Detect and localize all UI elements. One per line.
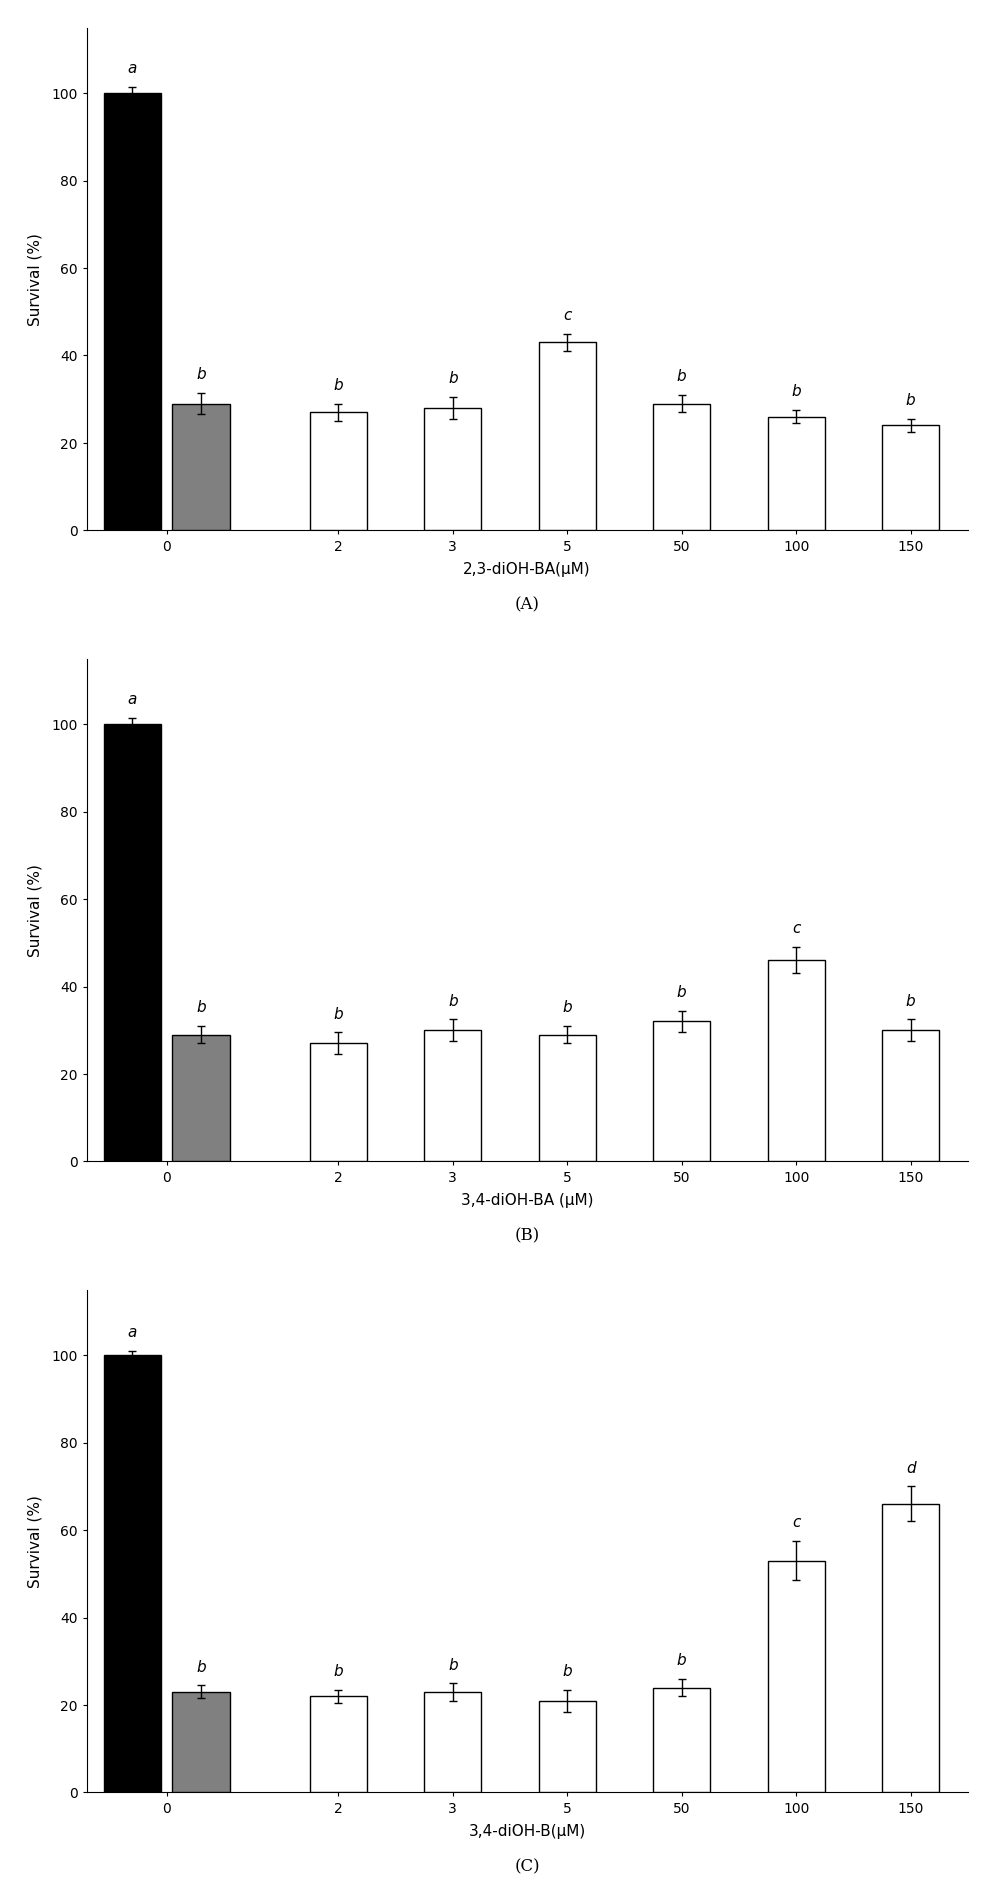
Bar <box>882 1030 938 1162</box>
Bar <box>172 1035 230 1162</box>
Y-axis label: Survival (%): Survival (%) <box>28 1495 43 1588</box>
Bar <box>767 416 824 530</box>
Bar <box>653 1687 709 1793</box>
Bar <box>309 1043 367 1162</box>
Bar <box>882 1503 938 1793</box>
Bar <box>424 409 482 530</box>
Text: b: b <box>196 367 206 382</box>
Text: b: b <box>905 394 914 409</box>
Bar <box>424 1692 482 1793</box>
Text: b: b <box>448 1656 458 1672</box>
Text: b: b <box>562 1664 572 1679</box>
Text: b: b <box>196 1000 206 1015</box>
Text: b: b <box>333 379 343 392</box>
Text: b: b <box>677 369 687 384</box>
Bar <box>767 960 824 1162</box>
Text: c: c <box>791 922 800 937</box>
Text: d: d <box>905 1461 914 1475</box>
Text: b: b <box>333 1664 343 1679</box>
Bar <box>172 403 230 530</box>
Text: b: b <box>448 994 458 1009</box>
Bar <box>538 343 595 530</box>
Text: b: b <box>791 384 800 399</box>
Text: b: b <box>196 1660 206 1675</box>
X-axis label: 3,4-diOH-BA (μM): 3,4-diOH-BA (μM) <box>461 1193 593 1208</box>
Bar <box>653 403 709 530</box>
Text: b: b <box>562 1000 572 1015</box>
X-axis label: 2,3-diOH-BA(μM): 2,3-diOH-BA(μM) <box>463 562 591 577</box>
Text: b: b <box>677 1653 687 1668</box>
Text: (C): (C) <box>514 1857 539 1874</box>
Text: a: a <box>127 691 137 706</box>
Text: c: c <box>563 309 571 324</box>
Text: b: b <box>905 994 914 1009</box>
Text: c: c <box>791 1514 800 1530</box>
Text: a: a <box>127 61 137 76</box>
Text: (B): (B) <box>514 1227 539 1244</box>
Text: b: b <box>448 371 458 386</box>
Bar <box>309 1696 367 1793</box>
Bar <box>538 1700 595 1793</box>
Bar <box>172 1692 230 1793</box>
X-axis label: 3,4-diOH-B(μM): 3,4-diOH-B(μM) <box>469 1823 585 1838</box>
Text: b: b <box>333 1007 343 1022</box>
Y-axis label: Survival (%): Survival (%) <box>28 233 43 326</box>
Y-axis label: Survival (%): Survival (%) <box>28 863 43 956</box>
Bar <box>309 413 367 530</box>
Text: a: a <box>127 1325 137 1340</box>
Bar <box>103 1355 161 1793</box>
Text: (A): (A) <box>514 596 539 613</box>
Bar <box>538 1035 595 1162</box>
Bar <box>882 426 938 530</box>
Bar <box>767 1562 824 1793</box>
Text: b: b <box>677 984 687 1000</box>
Bar <box>424 1030 482 1162</box>
Bar <box>103 93 161 530</box>
Bar <box>103 725 161 1162</box>
Bar <box>653 1022 709 1162</box>
